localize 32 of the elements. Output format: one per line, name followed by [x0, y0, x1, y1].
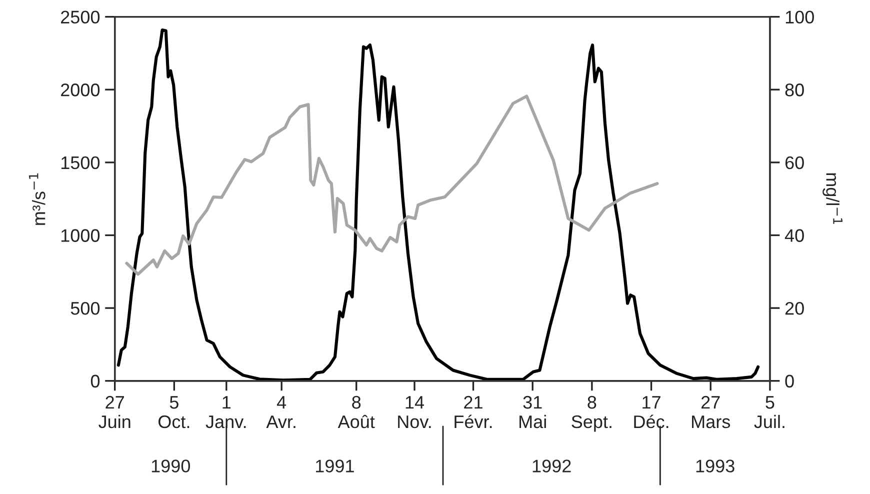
x-tick-label: 21 Févr. [454, 396, 492, 428]
x-tick-label: 27 Mars [692, 396, 730, 428]
x-tick-label: 5 Oct. [158, 396, 190, 428]
y-tick-label: 2000 [61, 84, 100, 96]
text: 1992 [532, 460, 571, 472]
y-tick-label: 500 [70, 302, 100, 315]
text: 1991 [316, 460, 354, 472]
y2-axis-title: mg/l$^{−1}$ [822, 173, 842, 224]
y2-tick-label: 0 [785, 374, 794, 388]
x-tick-label: 17 Déc. [634, 396, 668, 428]
x-tick-label: 14 Nov. [398, 396, 431, 428]
y2-tick-label: 80 [785, 84, 804, 96]
y-tick-label: 1000 [61, 229, 100, 242]
x-tick-label: 5 Juil. [754, 396, 784, 428]
y-tick-label: 2500 [61, 10, 100, 24]
y2-tick-label: 60 [785, 156, 804, 170]
y-axis-title: m³/s$^{−1}$ [28, 173, 46, 225]
x-tick-label: 8 Août [338, 396, 375, 428]
y-tick-label: 1500 [61, 156, 100, 170]
x-tick-label: 4 Avr. [266, 396, 296, 428]
x-tick-label: 8 Sept. [572, 396, 612, 432]
x-tick-label: 31 Mai [520, 396, 546, 428]
x-tick-label: 27 Juin [98, 396, 130, 428]
x-tick-label: 1 Janv. [206, 396, 246, 428]
y2-tick-label: 100 [786, 10, 814, 24]
text: 1993 [696, 460, 734, 472]
y-tick-label: 0 [90, 374, 100, 388]
line-series [116, 28, 760, 381]
text: 1990 [152, 460, 190, 472]
line-series [125, 94, 659, 276]
y2-tick-label: 20 [785, 302, 804, 315]
y2-tick-label: 40 [784, 229, 804, 242]
